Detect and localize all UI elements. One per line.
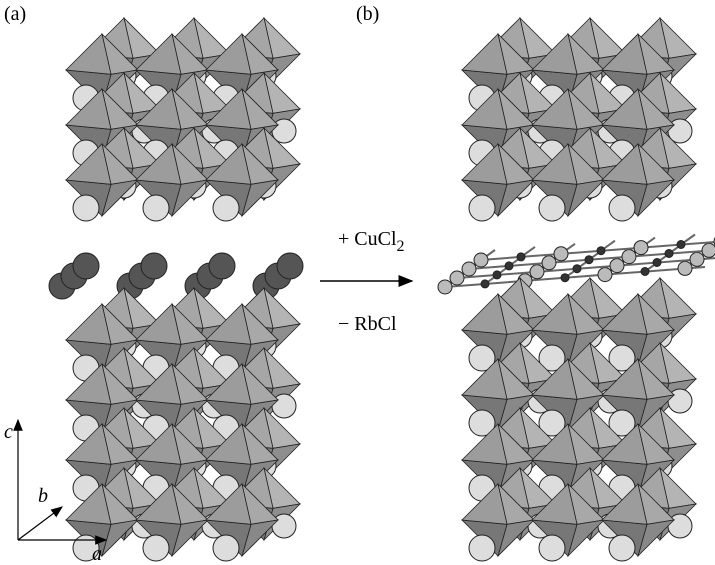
panel-label: (a) (4, 3, 26, 25)
atom (450, 271, 464, 285)
atom (610, 259, 624, 273)
atom (609, 195, 635, 221)
atom (690, 252, 704, 266)
atom (493, 271, 501, 279)
atom (641, 268, 649, 276)
atom (573, 265, 581, 273)
atom (539, 535, 565, 561)
axis-arrow (18, 507, 62, 540)
figure: (a) (b) + CuCl2 − RbCl c b a (0, 0, 715, 565)
atom (73, 253, 99, 279)
atom (505, 262, 513, 270)
atom (585, 256, 593, 264)
atom (73, 195, 99, 221)
atom (517, 253, 525, 261)
atom (143, 195, 169, 221)
reagent-subscript: 2 (397, 238, 405, 255)
atom (481, 280, 489, 288)
atom (462, 262, 476, 276)
atom (277, 253, 303, 279)
atom (469, 535, 495, 561)
crystal-structures (49, 18, 715, 561)
atom (561, 274, 569, 282)
axis-label: b (38, 485, 48, 507)
atom (598, 268, 612, 282)
atom (597, 247, 605, 255)
atom (634, 241, 648, 255)
atom (653, 259, 661, 267)
axis-label: c (4, 421, 13, 443)
atom (213, 195, 239, 221)
atom (702, 243, 715, 257)
reagent-remove: − RbCl (338, 313, 397, 335)
atom (542, 256, 556, 270)
atom (530, 265, 544, 279)
atom (609, 535, 635, 561)
atom (677, 241, 685, 249)
axis-label: a (92, 543, 102, 565)
atom (438, 280, 452, 294)
atom (209, 253, 235, 279)
atom (469, 195, 495, 221)
atom (554, 247, 568, 261)
atom (474, 253, 488, 267)
reagent-text: + CuCl (338, 228, 397, 250)
panel-label: (b) (356, 3, 379, 25)
atom (539, 195, 565, 221)
atom (143, 535, 169, 561)
atom (213, 535, 239, 561)
atom (665, 250, 673, 258)
atom (141, 253, 167, 279)
reagent-add: + CuCl2 (338, 228, 405, 255)
atom (678, 261, 692, 275)
atom (622, 250, 636, 264)
